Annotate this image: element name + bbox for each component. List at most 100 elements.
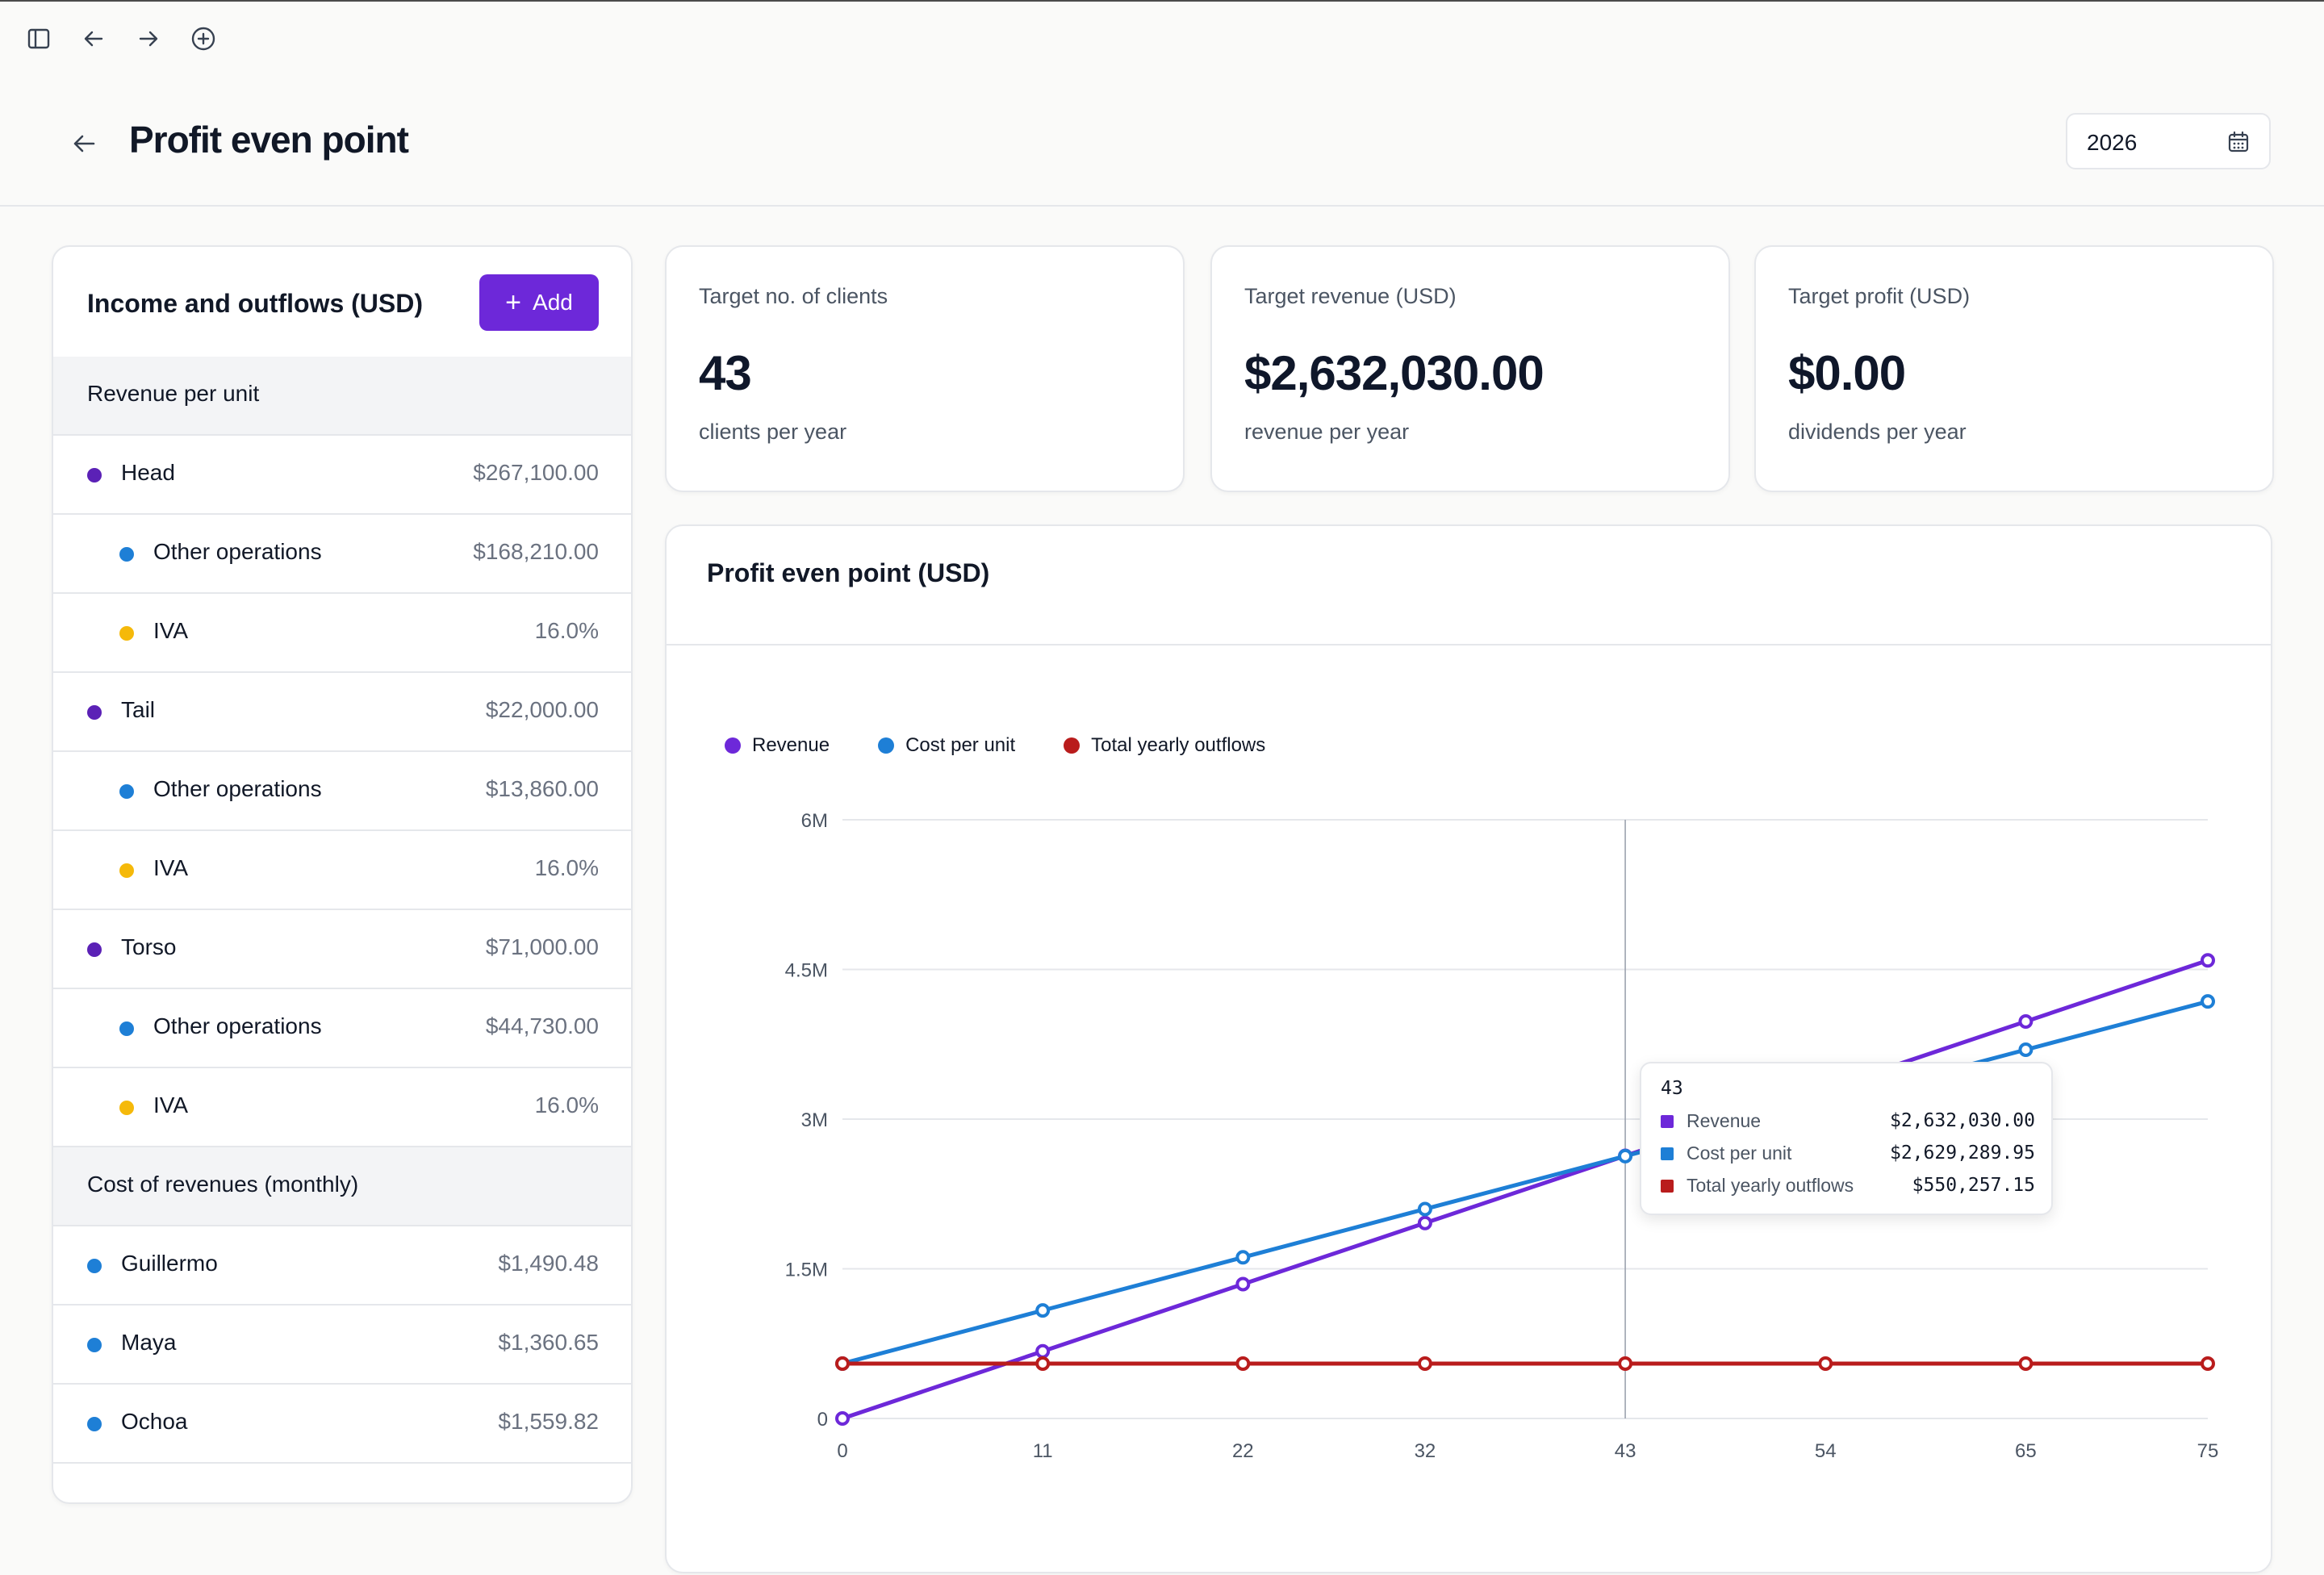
section-header: Cost of revenues (monthly) [53,1147,631,1226]
tooltip-row: Cost per unit $2,629,289.95 [1661,1141,2035,1165]
legend-label: Revenue [752,734,830,756]
list-item[interactable]: Maya $1,360.65 [53,1306,631,1385]
year-value: 2026 [2087,130,2138,155]
list-item[interactable]: Head $267,100.00 [53,436,631,515]
chart-tooltip: 43 Revenue $2,632,030.00 Cost per unit $2,6… [1640,1062,2053,1215]
stat-value: $0.00 [1788,346,1906,400]
section-label: Revenue per unit [87,381,260,406]
x-tick-label: 43 [1615,1440,1636,1462]
item-value: $267,100.00 [473,460,599,485]
data-point[interactable] [835,1411,850,1426]
legend-item[interactable]: Revenue [725,734,830,757]
color-dot-icon [119,626,134,641]
data-point[interactable] [2018,1356,2034,1371]
color-dot-icon [87,1338,102,1352]
item-label: Ochoa [121,1409,188,1434]
add-button[interactable]: + Add [479,274,599,331]
color-dot-icon [87,468,102,483]
sidebar-toggle-icon[interactable] [21,21,56,56]
data-point[interactable] [1618,1356,1633,1371]
data-point[interactable] [835,1356,850,1371]
data-point[interactable] [1235,1356,1251,1371]
year-picker[interactable]: 2026 [2066,113,2271,169]
list-item[interactable]: IVA 16.0% [53,594,631,673]
y-tick-label: 1.5M [785,1260,828,1281]
x-tick-label: 22 [1232,1440,1254,1462]
color-dot-icon [87,1417,102,1431]
item-value: $71,000.00 [485,934,599,959]
stat-subtitle: revenue per year [1244,420,1410,444]
tooltip-label: Revenue [1687,1110,1762,1131]
data-point[interactable] [2201,953,2215,968]
data-point[interactable] [2018,1042,2034,1057]
stat-subtitle: dividends per year [1788,420,1967,444]
legend-item[interactable]: Cost per unit [878,734,1015,757]
legend-label: Total yearly outflows [1091,734,1266,756]
data-point[interactable] [1235,1276,1251,1292]
tooltip-value: $2,629,289.95 [1889,1143,2035,1163]
data-point[interactable] [1417,1215,1432,1230]
window-top-border [0,0,2324,2]
profit-chart-card: Profit even point (USD) Revenue Cost per … [665,524,2272,1573]
item-value: $1,559.82 [498,1409,599,1434]
series-line [842,999,2209,1366]
item-value: $13,860.00 [485,776,599,801]
data-point[interactable] [2018,1013,2034,1029]
data-point[interactable] [2201,1356,2215,1371]
back-arrow-icon[interactable] [63,123,105,165]
stat-card-target-revenue: Target revenue (USD) $2,632,030.00 reven… [1210,245,1730,492]
y-tick-label: 6M [801,810,828,832]
section-header: Revenue per unit [53,357,631,436]
data-point[interactable] [1035,1343,1051,1359]
item-label: Torso [121,934,177,959]
arrow-right-icon[interactable] [131,21,166,56]
chart-legend: Revenue Cost per unit Total yearly outflow… [725,734,1265,757]
series-line [842,958,2209,1421]
data-point[interactable] [1235,1250,1251,1265]
item-label: Guillermo [121,1251,218,1276]
arrow-left-icon[interactable] [76,21,111,56]
tooltip-value: $550,257.15 [1912,1175,2035,1196]
list-item[interactable]: Other operations $168,210.00 [53,515,631,594]
list-item[interactable]: Guillermo $1,490.48 [53,1226,631,1306]
y-tick-label: 4.5M [785,960,828,982]
data-point[interactable] [2201,994,2215,1009]
list-item[interactable]: IVA 16.0% [53,1068,631,1147]
item-label: IVA [153,855,189,880]
plus-icon: + [505,287,522,318]
stat-label: Target profit (USD) [1788,284,1971,308]
data-point[interactable] [1417,1356,1432,1371]
list-item[interactable]: Tail $22,000.00 [53,673,631,752]
stat-label: Target no. of clients [699,284,888,308]
profit-chart[interactable]: 0 1.5M 3M 4.5M 6M 0 11 22 32 43 54 65 75 [667,526,2271,1575]
legend-item[interactable]: Total yearly outflows [1064,734,1265,757]
data-point[interactable] [1818,1356,1833,1371]
data-point[interactable] [1035,1356,1051,1371]
list-item[interactable]: IVA 16.0% [53,831,631,910]
item-value: $168,210.00 [473,539,599,564]
list-item[interactable]: Ochoa $1,559.82 [53,1385,631,1464]
color-dot-icon [87,942,102,957]
list-item[interactable]: Torso $71,000.00 [53,910,631,989]
y-tick-label: 3M [801,1109,828,1131]
x-tick-label: 75 [2197,1440,2219,1462]
plus-circle-icon[interactable] [186,21,221,56]
income-outflows-header: Income and outflows (USD) + Add [53,247,631,358]
data-point[interactable] [1618,1148,1633,1163]
y-tick-label: 0 [817,1409,828,1431]
section-label: Cost of revenues (monthly) [87,1172,359,1197]
list-item[interactable]: Other operations $13,860.00 [53,752,631,831]
item-label: Head [121,460,175,485]
tooltip-color-icon [1661,1180,1674,1193]
x-tick-label: 65 [2015,1440,2037,1462]
item-value: 16.0% [534,618,599,643]
color-dot-icon [119,1021,134,1036]
list-item[interactable]: Other operations $44,730.00 [53,989,631,1068]
legend-dot-icon [878,737,895,754]
item-label: Other operations [153,1013,322,1038]
data-point[interactable] [1417,1201,1432,1217]
chart-divider [667,644,2271,645]
income-outflows-card: Income and outflows (USD) + Add Revenue … [52,245,633,1504]
tooltip-color-icon [1661,1147,1674,1160]
data-point[interactable] [1035,1303,1051,1318]
